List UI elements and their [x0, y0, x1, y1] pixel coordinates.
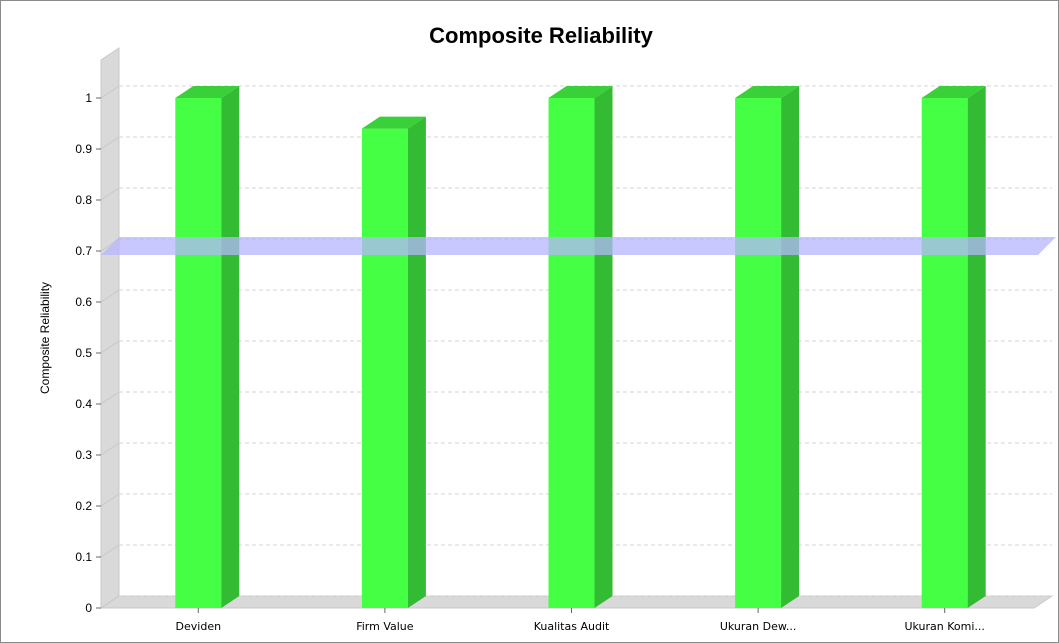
y-tick-label: 0.9 [75, 142, 92, 156]
x-tick-label: Firm Value [356, 620, 414, 633]
bar-side [967, 86, 986, 608]
y-tick-label: 0 [85, 601, 92, 615]
y-tick-label: 0.8 [75, 193, 92, 207]
y-tick-label: 0.3 [75, 448, 92, 462]
wall-tick [100, 595, 120, 609]
bar-side [407, 116, 426, 608]
bar-top [735, 86, 800, 98]
wall-tick [100, 136, 120, 150]
wall-tick [100, 544, 120, 558]
y-axis-label: Composite Reliability [38, 282, 52, 394]
bar [921, 98, 968, 608]
bar [361, 128, 408, 608]
wall-tick [100, 85, 120, 99]
y-tick-label: 0.6 [75, 295, 92, 309]
bar-top [921, 86, 986, 98]
wall-tick [100, 289, 120, 303]
bar-side [594, 86, 613, 608]
y-tick-label: 0.5 [75, 346, 92, 360]
chart-title: Composite Reliability [429, 23, 653, 48]
wall-tick [100, 340, 120, 354]
x-tick-label: Deviden [176, 620, 222, 633]
wall-tick [100, 391, 120, 405]
bar-top [361, 116, 426, 129]
y-axis-ticks: 0 0.1 0.2 0.3 0.4 0.5 0.6 0.7 0.8 0.9 1 [75, 91, 101, 615]
y-tick-label: 0.4 [75, 397, 92, 411]
x-tick-label: Ukuran Komi... [904, 620, 984, 633]
bar [548, 98, 595, 608]
bar-side [221, 86, 240, 608]
x-tick-label: Ukuran Dew... [720, 620, 797, 633]
bar [735, 98, 782, 608]
bar-top [175, 86, 240, 98]
wall-tick [100, 493, 120, 507]
y-tick-label: 0.1 [75, 550, 92, 564]
bar-top [548, 86, 613, 98]
left-wall [100, 47, 120, 609]
y-tick-label: 0.2 [75, 499, 92, 513]
y-tick-label: 1 [85, 91, 92, 105]
wall-tick [100, 187, 120, 201]
threshold-line [101, 237, 1056, 255]
x-axis-ticks: Deviden Firm Value Kualitas Audit Ukuran De… [176, 608, 985, 633]
bar [175, 98, 222, 608]
x-tick-label: Kualitas Audit [534, 620, 610, 633]
bar-side [781, 86, 800, 608]
bars [175, 86, 986, 608]
wall-tick [100, 442, 120, 456]
y-tick-label: 0.7 [75, 244, 92, 258]
threshold-band [101, 237, 1056, 255]
